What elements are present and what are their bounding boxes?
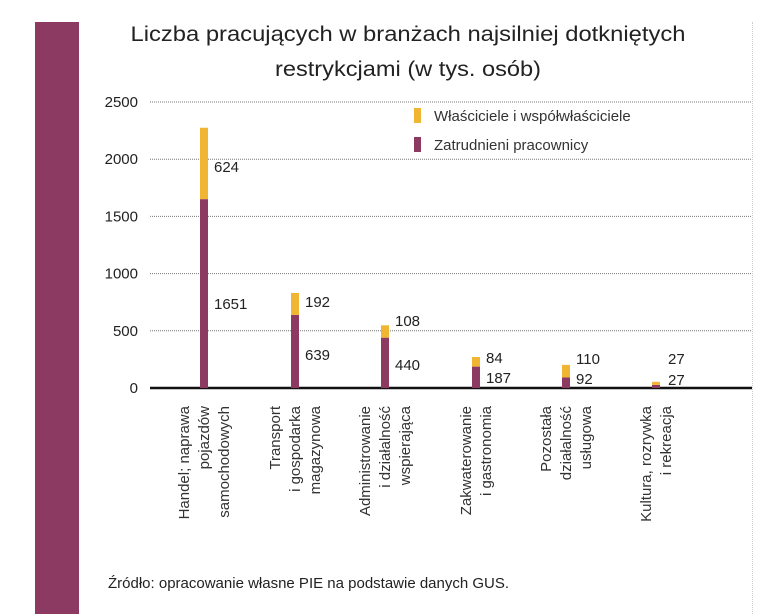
legend-swatch (414, 137, 421, 152)
value-label-owners: 624 (214, 159, 239, 176)
x-category-label-line: magazynowa (307, 405, 324, 494)
bar-owners (381, 325, 389, 338)
bar-employees (472, 366, 480, 388)
x-category-label-line: samochodowych (216, 406, 233, 518)
bar-employees (200, 199, 208, 388)
value-label-owners: 84 (486, 350, 503, 367)
bar-employees (652, 384, 660, 388)
value-label-owners: 110 (576, 351, 600, 368)
value-label-owners: 192 (305, 294, 330, 311)
x-category-label-line: Kultura, rozrywka (638, 405, 655, 522)
y-tick-label: 500 (113, 323, 138, 340)
bar-owners (291, 292, 299, 315)
y-tick-label: 2000 (105, 151, 138, 168)
x-category-label-line: i rekreacja (658, 405, 675, 475)
divider-line (752, 22, 753, 614)
x-category-label-line: Handel; naprawa (176, 405, 193, 519)
y-tick-label: 2500 (105, 94, 138, 111)
x-category-label-line: działalność (558, 406, 575, 481)
bar-employees (291, 314, 299, 388)
x-category-label-line: i gastronomia (478, 405, 495, 496)
x-category-label: Handel; naprawa pojazdów samochodowych (176, 405, 233, 519)
x-category-label-line: wspierająca (397, 405, 414, 486)
y-tick-label: 1500 (105, 208, 138, 225)
x-category-label: Pozostała działalność usługowa (538, 405, 595, 480)
x-category-label: Kultura, rozrywka i rekreacja (638, 405, 675, 522)
x-category-label-line: pojazdów (196, 406, 213, 470)
x-category-label-line: Administrowanie (357, 406, 374, 516)
x-category-label: Transport i gospodarka magazynowa (267, 405, 324, 494)
bar-owners (562, 364, 570, 378)
x-category-label-line: usługowa (578, 405, 595, 469)
y-tick-label: 0 (130, 380, 138, 397)
legend-label: Zatrudnieni pracownicy (434, 137, 589, 154)
value-label-employees: 92 (576, 371, 593, 388)
chart-title-line-2: restrykcjami (w tys. osób) (275, 58, 541, 81)
legend-label: Właściciele i współwłaściciele (434, 108, 631, 125)
bar-owners (200, 127, 208, 200)
x-category-label-line: Transport (267, 405, 284, 469)
bar-employees (381, 337, 389, 388)
x-category-label-line: i gospodarka (287, 405, 304, 492)
x-category-label: Zakwaterowanie i gastronomia (458, 405, 495, 515)
x-category-label: Administrowanie i działalność wspierająca (357, 405, 414, 516)
value-label-employees: 639 (305, 347, 330, 364)
value-label-employees: 27 (668, 372, 685, 389)
source-note: Źródło: opracowanie własne PIE na podsta… (108, 575, 509, 592)
value-label-employees: 187 (486, 370, 511, 387)
chart-title-line-1: Liczba pracujących w branżach najsilniej… (131, 23, 686, 46)
bar-owners (652, 381, 660, 385)
value-label-employees: 440 (395, 357, 420, 374)
x-category-label-line: i działalność (377, 406, 394, 488)
y-tick-label: 1000 (105, 266, 138, 283)
bar-owners (472, 356, 480, 367)
value-label-owners: 108 (395, 313, 420, 330)
x-category-label-line: Zakwaterowanie (458, 406, 475, 515)
value-label-employees: 1651 (214, 296, 247, 313)
decorative-stripe (35, 22, 79, 614)
legend-swatch (414, 108, 421, 123)
x-category-label-line: Pozostała (538, 405, 555, 472)
bar-employees (562, 377, 570, 388)
value-label-owners: 27 (668, 351, 685, 368)
